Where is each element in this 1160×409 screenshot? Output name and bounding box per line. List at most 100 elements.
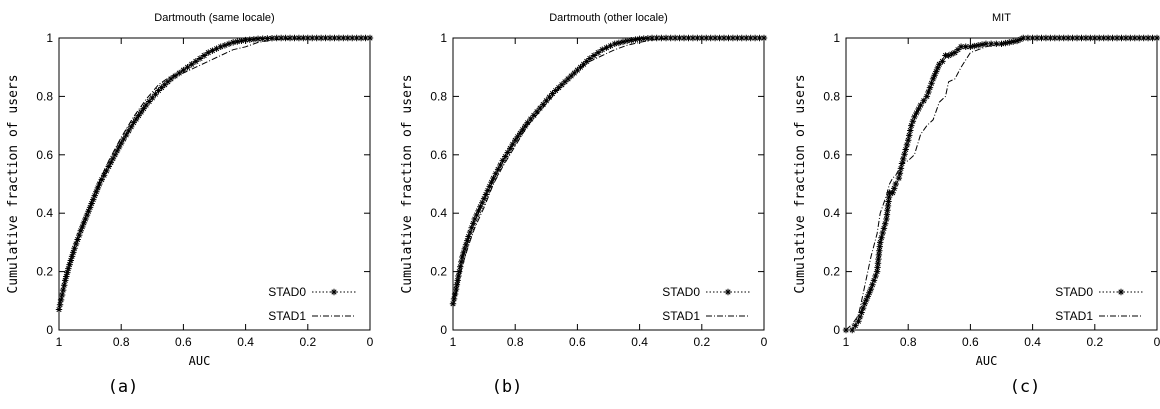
- data-point-stad0: [1009, 38, 1017, 45]
- data-point-stad0: [221, 42, 229, 49]
- data-point-stad0: [615, 39, 623, 47]
- data-point-stad0: [936, 61, 943, 68]
- data-point-stad0: [884, 202, 892, 210]
- data-point-stad0: [313, 34, 320, 42]
- data-point-stad0: [543, 97, 550, 104]
- data-point-stad0: [872, 272, 879, 280]
- data-point-stad0: [130, 119, 137, 126]
- data-point-stad0: [586, 55, 594, 62]
- data-point-stad0: [885, 193, 893, 201]
- data-point-stad0: [911, 113, 918, 121]
- data-point-stad0: [530, 112, 538, 119]
- data-point-stad0: [945, 52, 952, 59]
- data-point-stad0: [932, 68, 940, 75]
- data-point-stad0: [509, 141, 516, 148]
- data-point-stad0: [135, 112, 142, 119]
- data-point-stad0: [74, 236, 81, 243]
- y-axis-label: Cumulative fraction of users: [400, 74, 415, 293]
- data-point-stad0: [909, 118, 917, 125]
- data-point-stad0: [455, 272, 462, 280]
- data-point-stad0: [1056, 34, 1063, 42]
- data-point-stad0: [583, 58, 590, 65]
- data-point-stad0: [484, 187, 492, 194]
- y-tick-label: 1: [833, 31, 840, 45]
- data-point-stad0: [599, 46, 606, 53]
- data-point-stad0: [488, 179, 495, 186]
- data-point-stad0: [628, 37, 635, 44]
- data-point-stad0: [1033, 34, 1041, 42]
- data-point-stad0: [512, 137, 519, 144]
- data-point-stad0: [88, 200, 95, 207]
- legend-label: STAD0: [662, 285, 700, 299]
- data-point-stad0: [864, 293, 871, 300]
- data-point-stad0: [490, 174, 497, 182]
- chart-title: Dartmouth (same locale): [154, 12, 274, 24]
- data-point-stad0: [895, 174, 903, 182]
- data-point-stad0: [536, 104, 544, 112]
- data-point-stad0: [366, 34, 374, 42]
- data-point-stad0: [167, 75, 175, 83]
- data-point-stad0: [300, 34, 307, 42]
- data-point-stad0: [926, 84, 934, 91]
- data-point-stad0: [1024, 34, 1032, 42]
- chart-panel-1: Dartmouth (same locale) 0 0.2 0.4 0.6 0.8 1 1 0.…: [6, 12, 374, 397]
- data-point-stad0: [676, 34, 683, 42]
- data-point-stad0: [925, 88, 932, 96]
- y-tick-label: 0.6: [823, 148, 840, 162]
- data-point-stad0: [155, 87, 162, 94]
- x-tick-label: 1: [450, 335, 457, 349]
- x-tick-label: 0.6: [175, 335, 192, 349]
- data-point-stad0: [1020, 34, 1027, 42]
- data-point-stad0: [607, 42, 614, 49]
- y-axis-label: Cumulative fraction of users: [6, 74, 21, 293]
- data-point-stad0: [200, 52, 208, 59]
- y-tick-label: 0.8: [823, 89, 840, 103]
- data-point-stad0: [217, 43, 224, 50]
- data-point-stad0: [273, 34, 280, 42]
- y-tick-label: 0.8: [36, 89, 53, 103]
- data-point-stad0: [928, 80, 935, 87]
- data-point-stad0: [896, 170, 904, 177]
- y-tick-label: 0.4: [823, 206, 840, 220]
- data-point-stad0: [127, 123, 135, 130]
- data-point-stad0: [971, 42, 978, 50]
- data-point-stad0: [161, 81, 168, 88]
- data-point-stad0: [756, 34, 763, 42]
- data-point-stad0: [653, 34, 660, 42]
- data-point-stad0: [861, 300, 868, 307]
- data-point-stad0: [335, 34, 343, 42]
- data-point-stad0: [967, 43, 974, 50]
- data-point-stad0: [322, 34, 329, 42]
- data-point-stad0: [113, 147, 121, 155]
- data-point-stad0: [875, 251, 883, 259]
- data-point-stad0: [859, 304, 867, 312]
- data-point-stad0: [100, 172, 108, 179]
- data-point-stad0: [79, 223, 86, 231]
- data-point-stad0: [149, 94, 156, 102]
- data-point-stad0: [892, 180, 899, 188]
- data-point-stad0: [863, 296, 870, 304]
- x-tick-label: 0.4: [237, 335, 254, 349]
- legend-marker: [330, 288, 338, 296]
- data-point-stad0: [577, 64, 584, 71]
- data-point-stad0: [648, 34, 656, 42]
- data-point-stad0: [502, 153, 509, 160]
- data-point-stad0: [590, 52, 598, 59]
- data-point-stad0: [109, 155, 117, 162]
- data-point-stad0: [137, 108, 145, 116]
- x-tick-label: 0.4: [1024, 335, 1041, 349]
- data-point-stad0: [250, 36, 258, 43]
- data-point-stad0: [72, 240, 80, 248]
- data-point-stad0: [479, 199, 486, 206]
- chart-title: Dartmouth (other locale): [549, 12, 668, 24]
- data-point-stad0: [873, 268, 881, 275]
- data-point-stad0: [856, 313, 864, 321]
- data-point-stad0: [464, 237, 471, 244]
- y-tick-label: 0.4: [430, 206, 447, 220]
- data-point-stad0: [456, 268, 463, 275]
- data-point-stad0: [982, 40, 990, 48]
- data-point-stad0: [957, 43, 965, 50]
- data-point-stad0: [209, 47, 216, 54]
